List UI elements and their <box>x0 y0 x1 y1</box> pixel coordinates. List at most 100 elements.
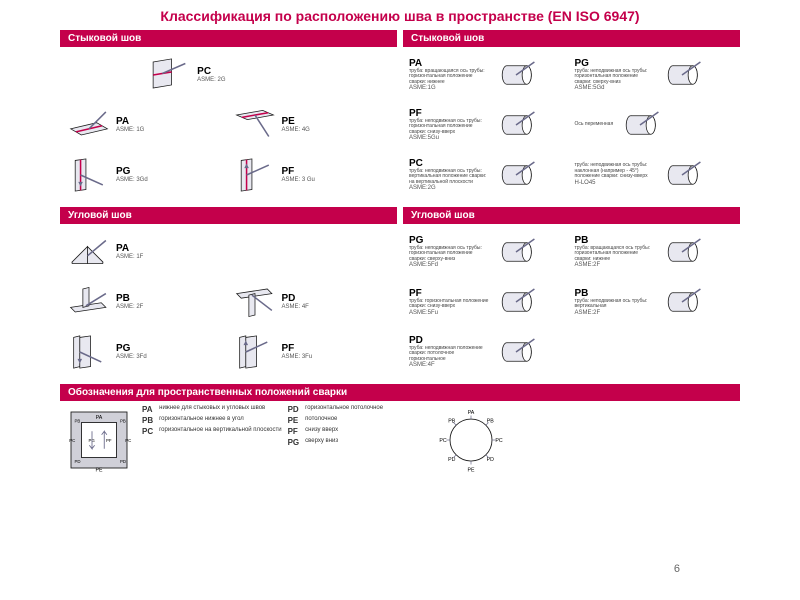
legend-key: PC <box>142 427 153 436</box>
panel-body: PCASME: 2G PAASME: 1G PEASME: 4G PGA <box>60 47 397 203</box>
svg-text:PC: PC <box>69 438 75 443</box>
plate-vertical-icon <box>147 54 193 96</box>
main-container: Стыковой шов PCASME: 2G PAASME: 1G PEASM… <box>0 30 800 380</box>
panel-header: Угловой шов <box>60 207 397 224</box>
pipe-icon <box>659 54 705 96</box>
pipe-cell: Ось переменная <box>573 101 737 149</box>
legend-value: сверху вниз <box>305 438 427 447</box>
pipe-icon <box>659 231 705 273</box>
svg-text:PB: PB <box>75 419 81 424</box>
panel-body: PGтруба: неподвижная ось трубы: горизонт… <box>403 224 740 380</box>
legend-value: потолочное <box>305 416 427 425</box>
pipe-cell: PGтруба: неподвижная ось трубы: горизонт… <box>407 228 571 276</box>
desc-label: труба: неподвижная ось трубы: вертикальн… <box>409 169 489 186</box>
legend-key: PB <box>142 416 153 425</box>
code-label: PE <box>282 116 310 127</box>
asme-label: ASME: 3 Gu <box>282 177 315 184</box>
page-number: 6 <box>674 563 680 575</box>
plate-vert-up-icon <box>232 154 278 196</box>
desc-label: труба: неподвижная положение сварки: пот… <box>409 346 489 363</box>
right-column: Стыковой шов PAтруба: вращающаяся ось тр… <box>403 30 740 380</box>
asme-label: ASME:2G <box>409 185 489 192</box>
pipe-icon <box>493 281 539 323</box>
pipe-cell: PFтруба: горизонтальная положение сварки… <box>407 278 571 326</box>
asme-label: ASME: 3Fu <box>282 354 313 361</box>
legend-key: PG <box>288 438 300 447</box>
svg-text:PB: PB <box>120 419 126 424</box>
pipe-cell: PAтруба: вращающаяся ось трубы: горизонт… <box>407 51 571 99</box>
legend-value: горизонтальное потолочное <box>305 405 427 414</box>
panel-body: PAтруба: вращающаяся ось трубы: горизонт… <box>403 47 740 203</box>
svg-text:PF: PF <box>106 438 112 443</box>
asme-label: ASME: 1G <box>116 127 144 134</box>
desc-label: труба: неподвижная ось трубы: вертикальн… <box>575 299 655 310</box>
pipe-icon <box>493 104 539 146</box>
desc-label: труба: вращающаяся ось трубы: горизонтал… <box>575 246 655 263</box>
legend-key: PA <box>142 405 153 414</box>
legend-circle-icon: PAPBPCPD PEPDPCPB <box>436 405 506 475</box>
legend-value <box>159 438 281 447</box>
pipe-cell: PBтруба: неподвижная ось трубы: вертикал… <box>573 278 737 326</box>
legend-key <box>142 438 153 447</box>
fillet-overhead-icon <box>232 281 278 323</box>
svg-text:PD: PD <box>120 459 126 464</box>
legend-key: PD <box>288 405 300 414</box>
right-butt-panel: Стыковой шов PAтруба: вращающаяся ось тр… <box>403 30 740 203</box>
svg-text:PA: PA <box>96 415 103 421</box>
desc-label: труба: вращающаяся ось трубы: горизонтал… <box>409 69 489 86</box>
svg-text:PD: PD <box>75 459 81 464</box>
asme-label: ASME:5Gd <box>575 85 655 92</box>
legend-body: PA PB PB PC PC PD PD PE PF PG PA нижнее для с… <box>60 401 740 479</box>
svg-text:PA: PA <box>467 410 474 416</box>
svg-text:PC: PC <box>439 438 447 444</box>
asme-label: ASME:2F <box>575 310 655 317</box>
pipe-icon <box>493 231 539 273</box>
asme-label: ASME: 2G <box>197 77 225 84</box>
code-label: PC <box>197 66 225 77</box>
code-label: PA <box>116 243 143 254</box>
svg-text:PE: PE <box>467 468 475 474</box>
asme-label: ASME:5Fu <box>409 310 489 317</box>
code-label: PA <box>116 116 144 127</box>
svg-text:PD: PD <box>448 457 456 463</box>
panel-header: Обозначения для пространственных положен… <box>60 384 740 401</box>
left-column: Стыковой шов PCASME: 2G PAASME: 1G PEASM… <box>60 30 397 380</box>
code-label: PD <box>282 293 309 304</box>
desc-label: труба: неподвижная ось трубы: наклонная … <box>575 163 655 180</box>
legend-value: горизонтальное нижнее в угол <box>159 416 281 425</box>
desc-label: труба: неподвижная ось трубы: горизонтал… <box>409 119 489 136</box>
butt-cell-pa: PAASME: 1G <box>64 101 228 149</box>
fillet-cell-pb: PBASME: 2F <box>64 278 228 326</box>
code-label: PF <box>282 343 313 354</box>
pipe-icon <box>493 54 539 96</box>
asme-label: ASME: 1F <box>116 254 143 261</box>
left-fillet-panel: Угловой шов PAASME: 1F PBASME: 2F PDASME… <box>60 207 397 380</box>
pipe-icon <box>617 104 663 146</box>
left-butt-panel: Стыковой шов PCASME: 2G PAASME: 1G PEASM… <box>60 30 397 203</box>
svg-text:PC: PC <box>495 438 503 444</box>
pipe-cell: PCтруба: неподвижная ось трубы: вертикал… <box>407 151 571 199</box>
svg-text:PD: PD <box>486 457 494 463</box>
code-label: PB <box>116 293 143 304</box>
fillet-horiz-icon <box>66 281 112 323</box>
pipe-cell: PBтруба: вращающаяся ось трубы: горизонт… <box>573 228 737 276</box>
right-fillet-panel: Угловой шов PGтруба: неподвижная ось тру… <box>403 207 740 380</box>
butt-cell-pc: PCASME: 2G <box>64 51 228 99</box>
asme-label: ASME: 4G <box>282 127 310 134</box>
asme-label: ASME: 4F <box>282 304 309 311</box>
panel-header: Стыковой шов <box>403 30 740 47</box>
legend-panel: Обозначения для пространственных положен… <box>60 384 740 479</box>
legend-value: снизу вверх <box>305 427 427 436</box>
pipe-icon <box>659 281 705 323</box>
fillet-cell-pf: PFASME: 3Fu <box>230 328 394 376</box>
fillet-cell-pg: PGASME: 3Fd <box>64 328 228 376</box>
pipe-cell: PDтруба: неподвижная положение сварки: п… <box>407 328 571 376</box>
desc-label: Ось переменная <box>575 122 614 128</box>
legend-table: PA нижнее для стыковых и угловых швов PD го… <box>142 405 428 475</box>
fillet-vert-down-icon <box>66 331 112 373</box>
asme-label: ASME: 3Fd <box>116 354 147 361</box>
butt-cell-pe: PEASME: 4G <box>230 101 394 149</box>
butt-cell-pf: PFASME: 3 Gu <box>230 151 394 199</box>
asme-label: ASME: 3Gd <box>116 177 148 184</box>
legend-value: нижнее для стыковых и угловых швов <box>159 405 281 414</box>
